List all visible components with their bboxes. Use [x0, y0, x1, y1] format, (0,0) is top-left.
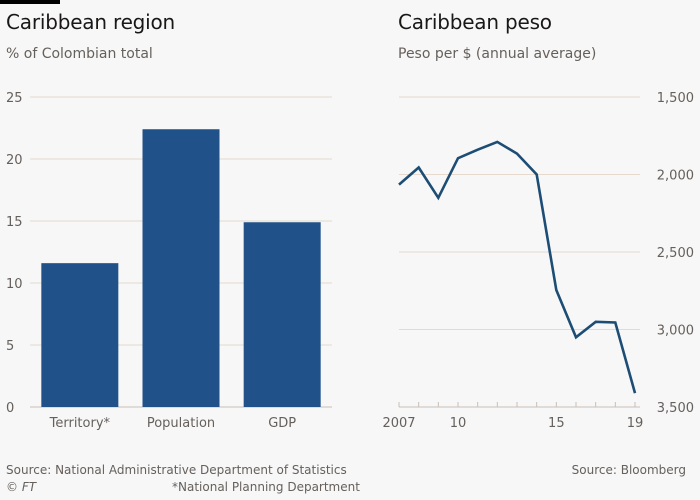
- line-x-tick-label: 10: [450, 416, 467, 431]
- bar-y-tick-label: 20: [6, 153, 23, 168]
- line-y-tick-label: 3,000: [657, 324, 694, 339]
- bar-territory: [41, 263, 119, 407]
- peso-series-line: [398, 140, 637, 394]
- line-x-tick-label: 19: [627, 416, 644, 431]
- line-y-tick-label: 2,500: [657, 246, 694, 261]
- ft-brand-bar: [0, 0, 60, 4]
- left-chart-subtitle: % of Colombian total: [6, 46, 153, 62]
- right-chart-subtitle: Peso per $ (annual average): [398, 46, 597, 62]
- left-source-note: Source: National Administrative Departme…: [6, 463, 347, 477]
- line-y-tick-label: 3,500: [657, 401, 694, 416]
- bar-gdp: [243, 222, 321, 407]
- ft-copyright: © FT: [6, 480, 37, 494]
- bar-y-tick-label: 0: [6, 401, 14, 416]
- bar-population: [142, 129, 220, 408]
- bar-y-tick-label: 10: [6, 277, 23, 292]
- left-chart-title: Caribbean region: [6, 10, 176, 34]
- bar-y-tick-label: 15: [6, 215, 23, 230]
- bar-x-tick-label: Territory*: [49, 416, 111, 431]
- right-chart-title: Caribbean peso: [398, 10, 552, 34]
- line-x-tick-label: 15: [548, 416, 565, 431]
- line-x-tick-label: 2007: [382, 416, 415, 431]
- footnote-planning-department: *National Planning Department: [172, 480, 360, 494]
- right-source-note: Source: Bloomberg: [571, 463, 686, 477]
- line-y-tick-label: 1,500: [657, 91, 694, 106]
- bar-y-tick-label: 5: [6, 339, 14, 354]
- bar-x-tick-label: Population: [147, 416, 215, 431]
- bar-x-tick-label: GDP: [268, 416, 296, 431]
- line-y-tick-label: 2,000: [657, 169, 694, 184]
- bar-y-tick-label: 25: [6, 91, 23, 106]
